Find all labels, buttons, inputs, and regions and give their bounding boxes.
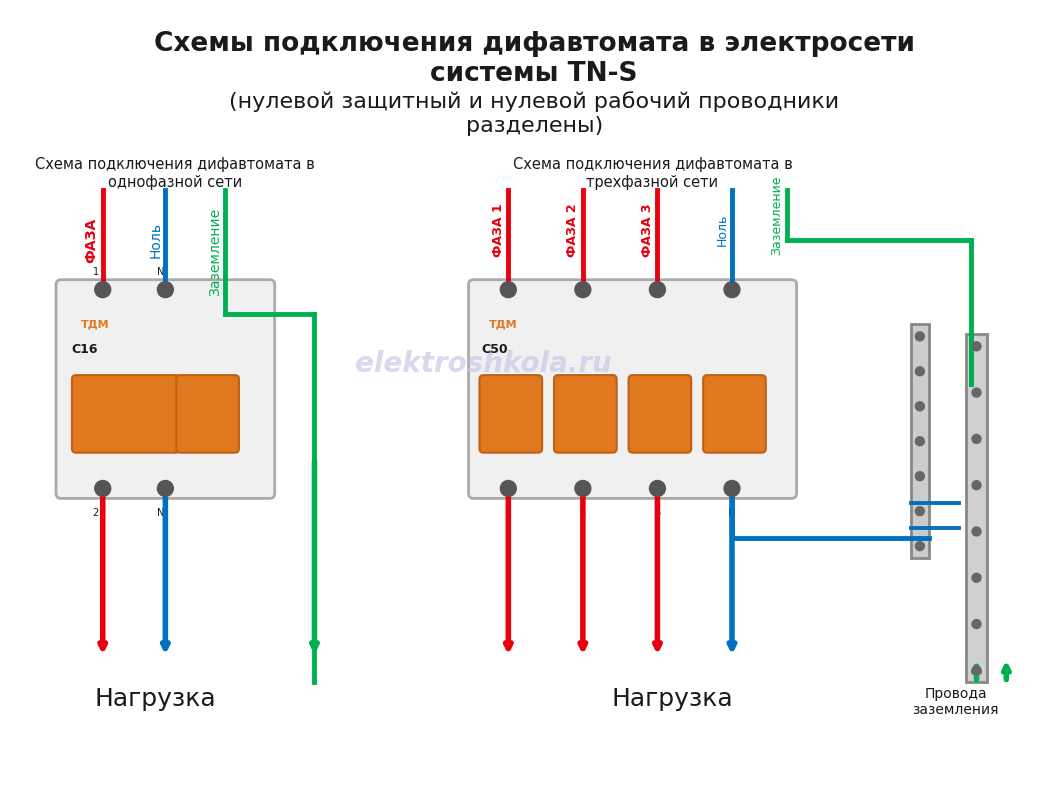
FancyBboxPatch shape [629, 375, 691, 453]
Text: ФАЗА 3: ФАЗА 3 [641, 203, 654, 256]
Text: системы TN-S: системы TN-S [430, 61, 638, 87]
Text: Схема подключения дифавтомата в
трехфазной сети: Схема подключения дифавтомата в трехфазн… [513, 157, 792, 190]
Circle shape [915, 332, 924, 341]
Text: 1: 1 [92, 267, 99, 277]
Text: ТДМ: ТДМ [489, 319, 517, 330]
Text: 2: 2 [506, 508, 512, 518]
FancyBboxPatch shape [176, 375, 239, 453]
Circle shape [650, 480, 666, 496]
Circle shape [915, 367, 924, 376]
Circle shape [915, 507, 924, 515]
Text: (нулевой защитный и нулевой рабочий проводники: (нулевой защитный и нулевой рабочий пров… [229, 91, 839, 112]
Bar [965, 334, 988, 682]
Circle shape [95, 282, 110, 298]
Text: ТДМ: ТДМ [81, 319, 109, 330]
Text: Схемы подключения дифавтомата в электросети: Схемы подключения дифавтомата в электрос… [154, 31, 914, 57]
Circle shape [575, 282, 590, 298]
Circle shape [915, 542, 924, 550]
Circle shape [915, 437, 924, 445]
Circle shape [157, 480, 173, 496]
Circle shape [650, 282, 666, 298]
Bar [911, 325, 929, 558]
Text: Нагрузка: Нагрузка [95, 688, 217, 711]
Circle shape [915, 472, 924, 480]
Text: Ноль: Ноль [716, 214, 729, 246]
Text: C16: C16 [71, 343, 98, 356]
Text: N: N [157, 267, 165, 277]
Text: ФАЗА 1: ФАЗА 1 [492, 203, 504, 256]
FancyBboxPatch shape [72, 375, 179, 453]
Text: Заземление: Заземление [208, 208, 222, 296]
Text: Нагрузка: Нагрузка [612, 688, 733, 711]
Text: 4: 4 [580, 508, 586, 518]
Text: Заземление: Заземление [770, 175, 783, 255]
Text: C50: C50 [481, 343, 508, 356]
Circle shape [724, 480, 740, 496]
Text: N: N [729, 508, 736, 518]
Circle shape [972, 619, 981, 629]
Circle shape [972, 527, 981, 536]
Circle shape [972, 342, 981, 351]
Circle shape [972, 434, 981, 443]
Circle shape [500, 282, 516, 298]
Circle shape [972, 480, 981, 490]
FancyBboxPatch shape [554, 375, 617, 453]
Circle shape [157, 282, 173, 298]
Circle shape [724, 282, 740, 298]
Circle shape [972, 666, 981, 675]
FancyBboxPatch shape [56, 279, 275, 499]
Text: ФАЗА 2: ФАЗА 2 [566, 203, 580, 256]
Text: elektroshkola.ru: elektroshkola.ru [355, 350, 612, 378]
Text: N: N [157, 508, 165, 518]
Circle shape [500, 480, 516, 496]
Circle shape [972, 573, 981, 582]
Circle shape [95, 480, 110, 496]
Text: Провода
заземления: Провода заземления [912, 688, 999, 718]
FancyBboxPatch shape [468, 279, 796, 499]
Text: Схема подключения дифавтомата в
однофазной сети: Схема подключения дифавтомата в однофазн… [35, 157, 315, 190]
FancyBboxPatch shape [703, 375, 766, 453]
Text: разделены): разделены) [465, 116, 603, 136]
Text: 2: 2 [92, 508, 99, 518]
Text: 6: 6 [654, 508, 661, 518]
Circle shape [575, 480, 590, 496]
FancyBboxPatch shape [479, 375, 542, 453]
Text: Ноль: Ноль [149, 222, 162, 258]
Circle shape [915, 402, 924, 410]
Text: ФАЗА: ФАЗА [84, 218, 98, 263]
Circle shape [972, 388, 981, 397]
